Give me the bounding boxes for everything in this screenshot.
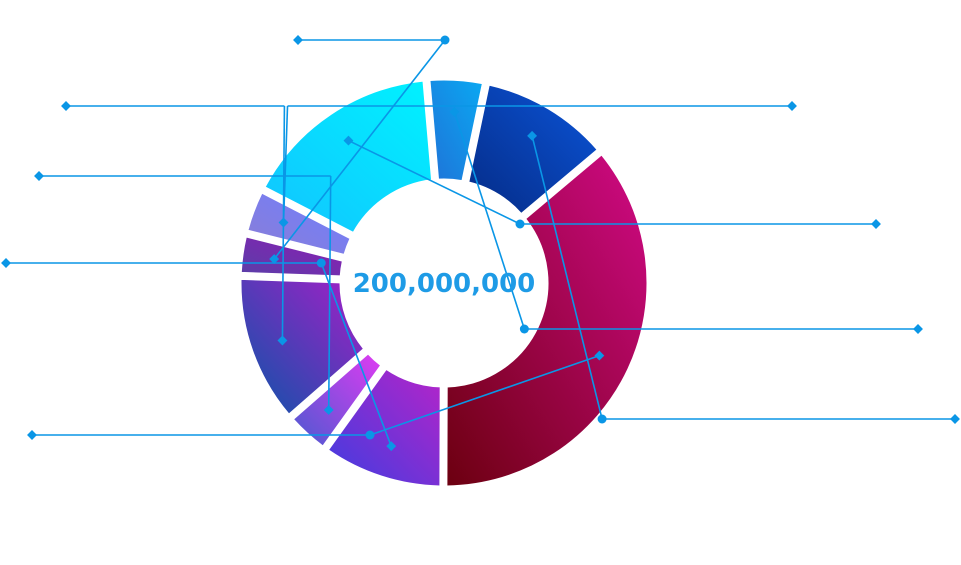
donut-slice-1 xyxy=(240,236,343,277)
leader-end-diamond xyxy=(61,101,71,111)
donut-slice-6 xyxy=(446,154,648,487)
leader-anchor-diamond xyxy=(386,441,397,452)
leader-end-diamond xyxy=(293,35,303,45)
leader-elbow-dot xyxy=(519,324,529,334)
leader-line-4 xyxy=(449,106,923,334)
leader-end-diamond xyxy=(913,324,923,334)
leader-elbow-dot xyxy=(440,35,450,45)
donut-slice-9 xyxy=(240,278,364,415)
leader-elbow-dot xyxy=(365,430,375,440)
leader-anchor-diamond xyxy=(277,335,288,346)
leader-end-diamond xyxy=(787,101,797,111)
leader-end-diamond xyxy=(34,171,44,181)
leader-lines xyxy=(1,35,960,452)
leader-end-diamond xyxy=(871,219,881,229)
leader-anchor-diamond xyxy=(527,130,538,141)
leader-line-5 xyxy=(527,130,960,424)
leader-line-9 xyxy=(61,101,288,346)
leader-end-diamond xyxy=(950,414,960,424)
donut-slice-2 xyxy=(247,192,351,255)
leader-elbow-dot xyxy=(515,219,525,229)
donut-segments xyxy=(240,79,648,487)
donut-slice-8 xyxy=(293,353,382,447)
donut-slice-4 xyxy=(429,79,483,182)
leader-line-8 xyxy=(34,171,334,415)
leader-line-3 xyxy=(343,135,881,229)
leader-elbow-dot xyxy=(316,258,326,268)
leader-end-diamond xyxy=(27,430,37,440)
donut-center-value: 200,000,000 xyxy=(353,269,536,299)
leader-anchor-diamond xyxy=(343,135,354,146)
leader-anchor-diamond xyxy=(323,405,334,415)
leader-end-diamond xyxy=(1,258,11,268)
leader-elbow-dot xyxy=(597,414,607,424)
donut-slice-5 xyxy=(468,84,598,214)
leader-line-7 xyxy=(1,258,397,452)
donut-slice-3 xyxy=(264,80,433,233)
leader-anchor-diamond xyxy=(594,350,605,361)
